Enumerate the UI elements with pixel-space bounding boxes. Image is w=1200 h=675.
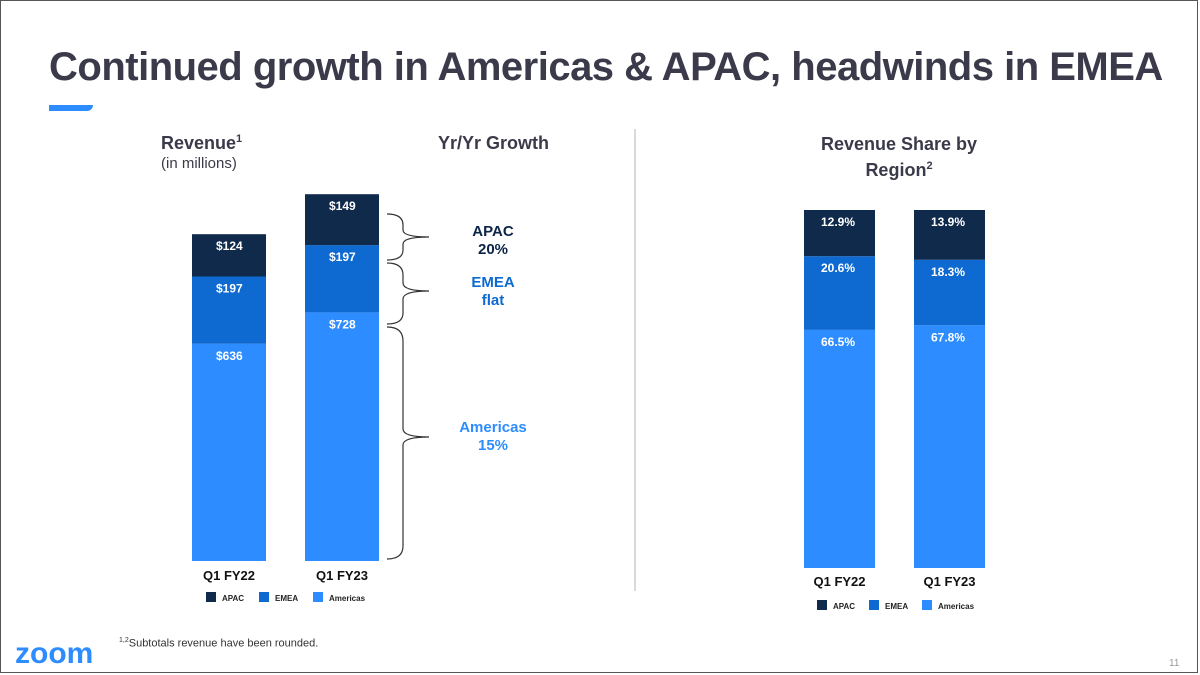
growth-americas-name: Americas <box>459 419 527 436</box>
share-header-sup: 2 <box>926 160 933 172</box>
data-label-apac-q1-fy22: $124 <box>216 239 243 253</box>
footnote-text: Subtotals revenue have been rounded. <box>128 637 319 650</box>
legend-swatch-americas <box>922 600 932 610</box>
legend-label-apac: APAC <box>833 602 855 611</box>
data-label-americas-q1-fy23: $728 <box>329 317 356 331</box>
footnote: 1,2Subtotals revenue have been rounded. <box>119 637 318 650</box>
revenue-header-text: Revenue <box>161 133 237 153</box>
revenue-subheader: (in millions) <box>161 155 237 172</box>
data-label-apac-q1-fy22: 12.9% <box>821 215 855 229</box>
title-accent-bar <box>49 105 93 111</box>
growth-emea-name: EMEA <box>471 274 515 291</box>
data-label-americas-q1-fy23: 67.8% <box>931 330 965 344</box>
bar-emea-q1-fy22 <box>192 276 266 344</box>
data-label-emea-q1-fy23: 18.3% <box>931 265 965 279</box>
category-label-q1-fy23: Q1 FY23 <box>923 574 975 589</box>
category-label-q1-fy23: Q1 FY23 <box>316 568 368 583</box>
bar-apac-q1-fy23 <box>914 210 985 260</box>
bracket-americas <box>386 326 430 560</box>
page-title: Continued growth in Americas & APAC, hea… <box>49 45 1163 89</box>
legend-swatch-apac <box>206 592 216 602</box>
data-label-emea-q1-fy22: $197 <box>216 282 243 296</box>
bracket-emea <box>386 262 430 325</box>
data-label-americas-q1-fy22: $636 <box>216 349 243 363</box>
growth-brackets <box>386 213 430 560</box>
revenue-chart: $636 $197 $124 Q1 FY22 $728 $197 $149 Q1 FY23 AP… <box>192 194 379 603</box>
share-header-line1: Revenue Share by <box>820 134 978 154</box>
legend-label-americas: Americas <box>938 602 975 611</box>
bar-americas-q1-fy22 <box>804 329 875 568</box>
legend-label-apac: APAC <box>222 594 244 603</box>
growth-emea: EMEA flat <box>433 274 553 310</box>
legend-swatch-emea <box>869 600 879 610</box>
bar-apac-q1-fy22 <box>192 234 266 277</box>
share-header: Revenue Share by Region2 <box>799 133 999 181</box>
legend-label-emea: EMEA <box>275 594 298 603</box>
share-header-line2: Region <box>865 160 927 180</box>
page-number: 11 <box>1169 658 1180 669</box>
legend-swatch-americas <box>313 592 323 602</box>
revenue-header-sup: 1 <box>236 133 243 145</box>
category-label-q1-fy22: Q1 FY22 <box>813 574 865 589</box>
data-label-apac-q1-fy23: 13.9% <box>931 215 965 229</box>
data-label-apac-q1-fy23: $149 <box>329 199 356 213</box>
bracket-apac <box>386 213 430 261</box>
bar-emea-q1-fy22 <box>804 256 875 330</box>
bar-apac-q1-fy22 <box>804 210 875 257</box>
legend-label-emea: EMEA <box>885 602 908 611</box>
bar-emea-q1-fy23 <box>305 245 379 313</box>
bar-americas-q1-fy22 <box>192 343 266 561</box>
growth-header: Yr/Yr Growth <box>437 133 549 153</box>
share-chart: 66.5% 20.6% 12.9% Q1 FY22 67.8% 18.3% 13.9% Q1 … <box>804 210 985 611</box>
zoom-logo: zoom <box>15 637 94 670</box>
footnote-sup: 1,2 <box>119 637 129 644</box>
section-divider <box>634 129 636 591</box>
legend-label-americas: Americas <box>329 594 366 603</box>
data-label-emea-q1-fy23: $197 <box>329 250 356 264</box>
growth-apac-value: 20% <box>477 241 509 258</box>
growth-americas-value: 15% <box>477 437 509 454</box>
growth-apac-name: APAC <box>472 223 514 240</box>
category-label-q1-fy22: Q1 FY22 <box>203 568 255 583</box>
bar-americas-q1-fy23 <box>914 325 985 568</box>
bar-apac-q1-fy23 <box>305 194 379 246</box>
legend-swatch-apac <box>817 600 827 610</box>
growth-emea-value: flat <box>481 292 505 309</box>
bar-emea-q1-fy23 <box>914 259 985 326</box>
growth-apac: APAC 20% <box>433 223 553 259</box>
revenue-header: Revenue1 <box>161 133 242 154</box>
growth-americas: Americas 15% <box>433 419 553 455</box>
data-label-emea-q1-fy22: 20.6% <box>821 261 855 275</box>
bar-americas-q1-fy23 <box>305 312 379 561</box>
data-label-americas-q1-fy22: 66.5% <box>821 335 855 349</box>
legend-swatch-emea <box>259 592 269 602</box>
